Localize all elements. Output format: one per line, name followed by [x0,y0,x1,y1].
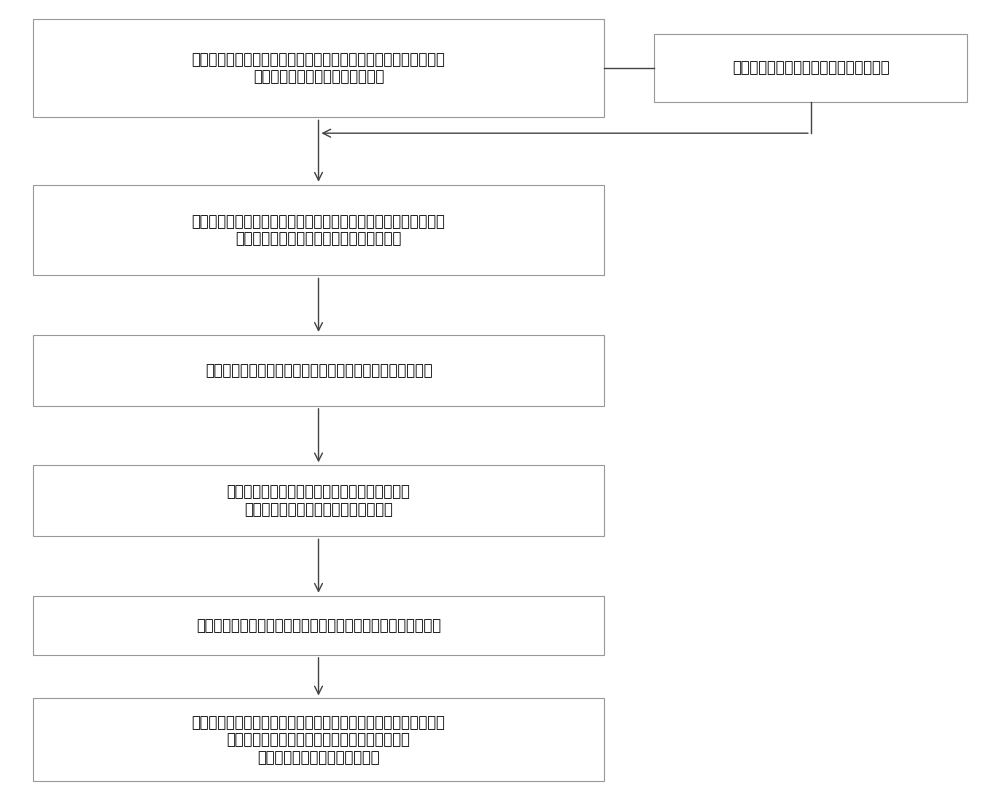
FancyBboxPatch shape [654,34,967,102]
Text: 计算多光谱载荷每个波段在该感兴趣区域的等效入瞳处辐亮度值: 计算多光谱载荷每个波段在该感兴趣区域的等效入瞳处辐亮度值 [196,618,441,633]
Text: 获取高光谱载荷和多光谱载荷在某试验区域的遥感图像，并在两幅
遥感图像上选择同一个感兴趣区域: 获取高光谱载荷和多光谱载荷在某试验区域的遥感图像，并在两幅 遥感图像上选择同一个… [192,52,445,84]
Text: 确定多光谱载荷的每个波段与高光谱载荷各波段的对应关系: 确定多光谱载荷的每个波段与高光谱载荷各波段的对应关系 [205,363,432,378]
FancyBboxPatch shape [33,595,604,655]
Text: 根据多光谱载荷每个波段在两个不同感兴趣区域的像素值和等效入
瞳处辐亮度值，计算多光谱载荷每个波段的辐射
定标系数，完成无场地交叉定标: 根据多光谱载荷每个波段在两个不同感兴趣区域的像素值和等效入 瞳处辐亮度值，计算多… [192,715,445,765]
FancyBboxPatch shape [33,698,604,782]
FancyBboxPatch shape [33,465,604,537]
Text: 在两幅遥感图像上选择另一个感兴趣区域: 在两幅遥感图像上选择另一个感兴趣区域 [732,60,890,76]
FancyBboxPatch shape [33,18,604,117]
Text: 计算在该感兴趣区域多光谱载荷每个波段相对于
高光谱载荷对应波段群的光谱匹配因子: 计算在该感兴趣区域多光谱载荷每个波段相对于 高光谱载荷对应波段群的光谱匹配因子 [227,485,410,517]
FancyBboxPatch shape [33,185,604,275]
FancyBboxPatch shape [33,335,604,406]
Text: 计算高光谱载荷各波段在该感兴趣区域的等效入瞳处辐亮度值以及
多光谱载荷每个波段在感兴趣区域的像素值: 计算高光谱载荷各波段在该感兴趣区域的等效入瞳处辐亮度值以及 多光谱载荷每个波段在… [192,214,445,246]
